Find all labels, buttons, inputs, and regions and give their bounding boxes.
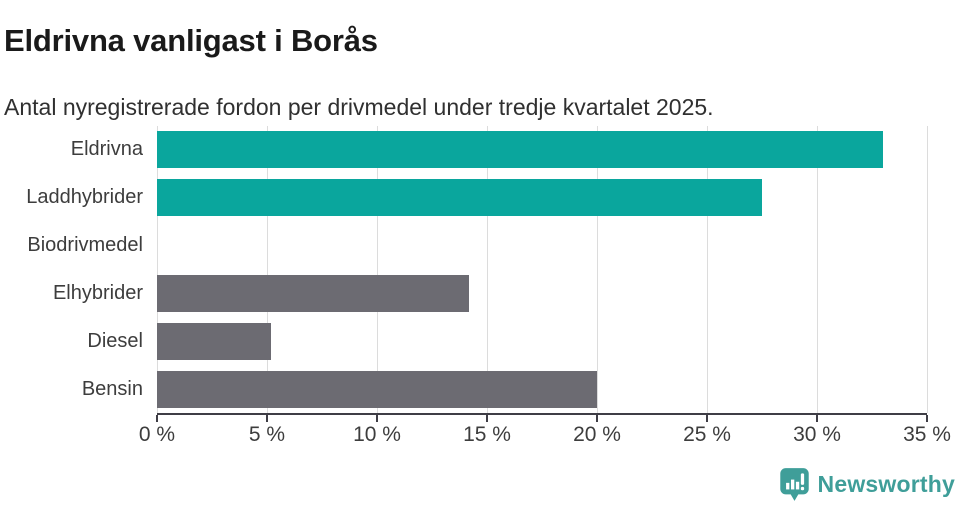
- tick-label: 10 %: [353, 423, 401, 446]
- chart-subtitle: Antal nyregistrerade fordon per drivmede…: [4, 94, 714, 120]
- tick-label: 35 %: [903, 423, 951, 446]
- bar-row: [157, 269, 927, 317]
- y-axis-category-labels: Eldrivna Laddhybrider Biodrivmedel Elhybrid…: [0, 126, 143, 413]
- category-label: Laddhybrider: [26, 186, 143, 209]
- bar: [157, 179, 762, 217]
- tick-mark: [156, 415, 158, 422]
- bar-row: [157, 222, 927, 270]
- bar: [157, 274, 470, 312]
- tick-mark: [376, 415, 378, 422]
- tick-label: 30 %: [793, 423, 841, 446]
- tick-label: 15 %: [463, 423, 511, 446]
- page-title: Eldrivna vanligast i Borås: [4, 22, 378, 58]
- tick-mark: [706, 415, 708, 422]
- bar-row: [157, 126, 927, 174]
- x-axis-tick-labels: 0 % 5 % 10 % 15 % 20 % 25 % 30 % 35 %: [139, 423, 951, 449]
- bar-row: [157, 365, 927, 413]
- gridline: [487, 126, 488, 413]
- category-label: Diesel: [87, 329, 143, 352]
- gridline: [157, 126, 158, 413]
- gridline: [377, 126, 378, 413]
- gridline: [597, 126, 598, 413]
- gridline: [267, 126, 268, 413]
- newsworthy-logo-link[interactable]: Newsworthy: [779, 467, 955, 502]
- plot-area: [157, 126, 928, 415]
- x-axis-tick-marks: [156, 415, 928, 423]
- tick-label: 0 %: [138, 423, 176, 446]
- gridline: [817, 126, 818, 413]
- tick-mark: [926, 415, 928, 422]
- category-label: Bensin: [81, 377, 143, 400]
- tick-mark: [266, 415, 268, 422]
- tick-label: 25 %: [683, 423, 731, 446]
- newsworthy-logo-icon: [779, 468, 809, 501]
- tick-mark: [596, 415, 598, 422]
- tick-mark: [816, 415, 818, 422]
- category-label: Elhybrider: [52, 281, 143, 304]
- bar-row: [157, 174, 927, 222]
- bar: [157, 370, 597, 408]
- bar-row: [157, 317, 927, 365]
- bar: [157, 322, 272, 360]
- tick-mark: [486, 415, 488, 422]
- bar-rows: [157, 126, 927, 413]
- category-label: Biodrivmedel: [27, 234, 143, 257]
- bar: [157, 131, 883, 169]
- tick-label: 20 %: [573, 423, 621, 446]
- gridline: [707, 126, 708, 413]
- gridline: [927, 126, 928, 413]
- newsworthy-logo-text: Newsworthy: [817, 471, 955, 497]
- tick-label: 5 %: [248, 423, 286, 446]
- category-label: Eldrivna: [70, 138, 143, 161]
